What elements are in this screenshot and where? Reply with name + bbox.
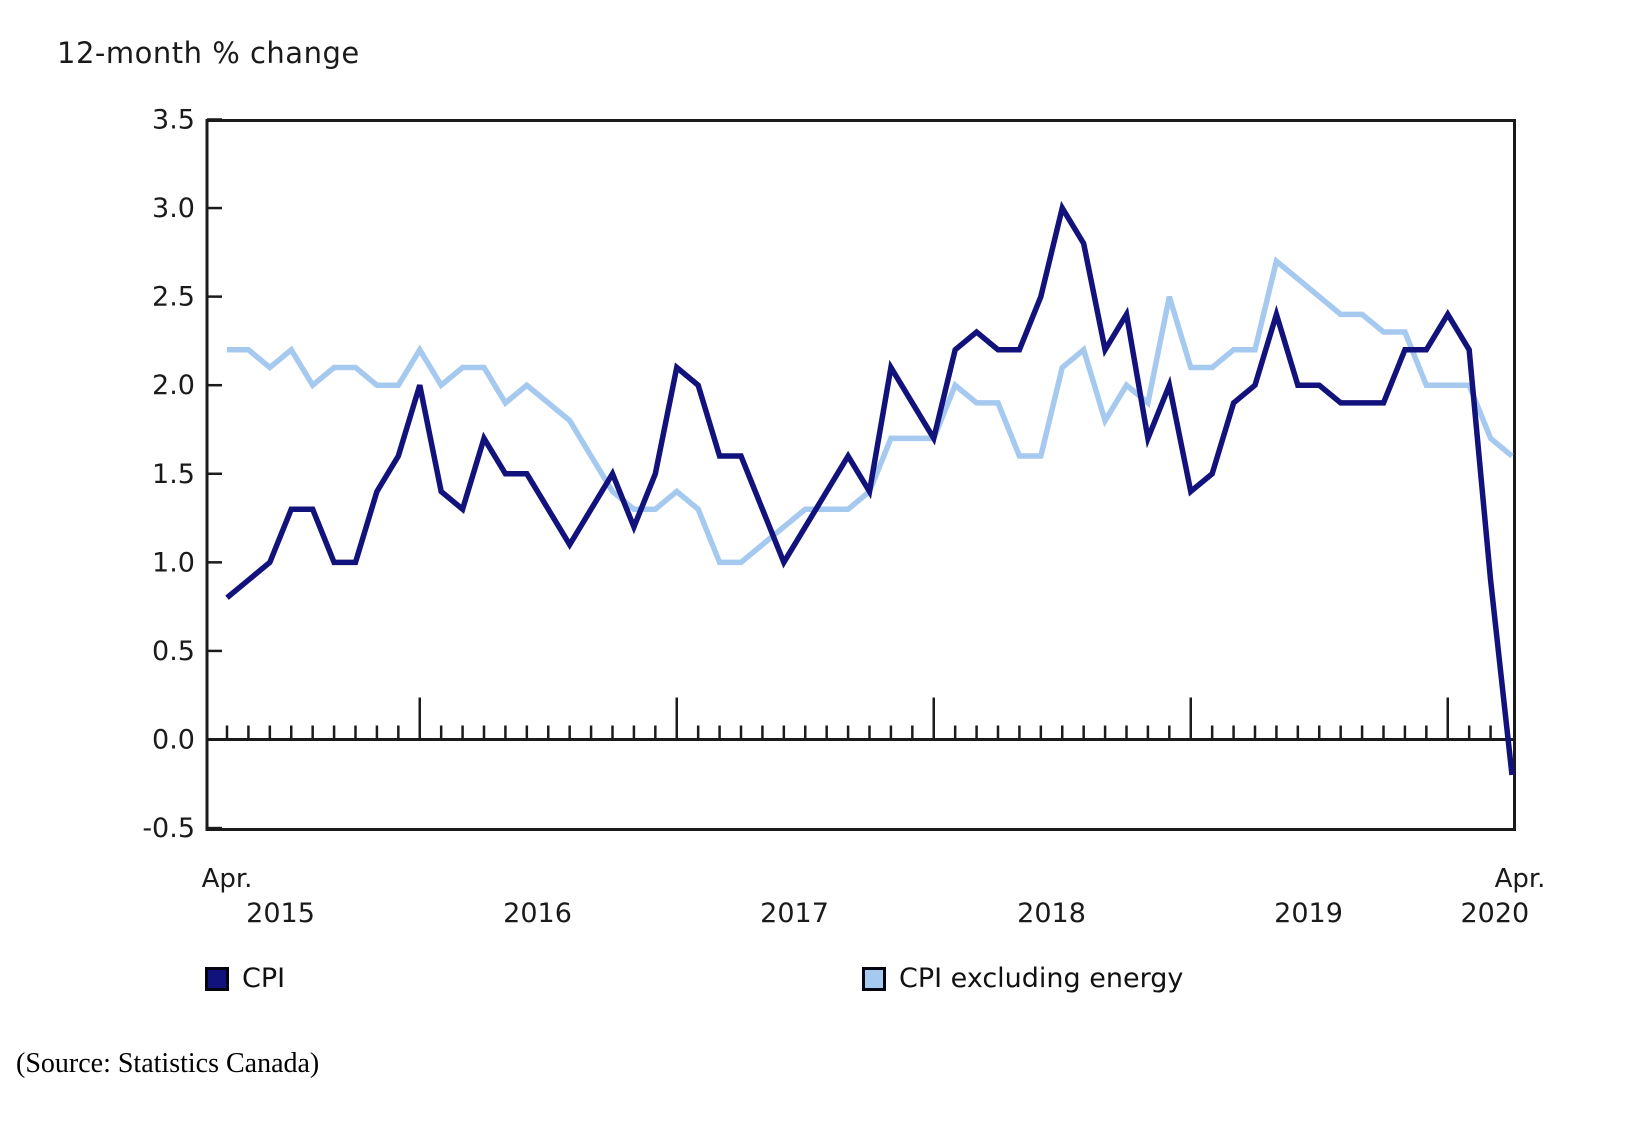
cpi-legend-swatch — [205, 966, 229, 991]
y-axis-tick-label: -0.5 — [142, 813, 195, 844]
cpi-excluding-energy-legend-label: CPI excluding energy — [899, 963, 1184, 994]
x-axis-year-label: 2015 — [246, 898, 315, 929]
y-axis-tick-label: 3.5 — [152, 104, 195, 135]
x-axis-start-month-label: Apr. — [202, 864, 253, 894]
cpi-excluding-energy-line — [227, 256, 1514, 566]
x-axis-year-label: 2016 — [503, 898, 572, 929]
cpi-legend-label: CPI — [242, 963, 286, 994]
y-axis-tick-label: 0.0 — [152, 725, 195, 756]
x-axis-year-label: 2020 — [1461, 898, 1530, 929]
x-axis-year-label: 2017 — [760, 898, 829, 929]
x-axis-year-label: 2018 — [1017, 898, 1086, 929]
legend-item-cpi-excluding-energy: CPI excluding energy — [862, 963, 1183, 994]
y-axis-tick-label: 1.0 — [152, 547, 195, 578]
y-axis-tick-label: 2.0 — [152, 370, 195, 401]
y-axis-tick-label: 3.0 — [152, 193, 195, 224]
y-axis-tick-label: 2.5 — [152, 282, 195, 313]
legend-item-cpi: CPI — [205, 963, 285, 994]
y-axis-tick-label: 1.5 — [152, 459, 195, 490]
y-axis-tick-label: 0.5 — [152, 636, 195, 667]
chart-title: 12-month % change — [57, 36, 360, 70]
x-axis-end-month-label: Apr. — [1495, 864, 1546, 894]
source-note: (Source: Statistics Canada) — [16, 1048, 320, 1079]
cpi-excluding-energy-legend-swatch — [862, 966, 886, 991]
cpi-line — [225, 200, 1515, 776]
x-axis-year-label: 2019 — [1274, 898, 1343, 929]
